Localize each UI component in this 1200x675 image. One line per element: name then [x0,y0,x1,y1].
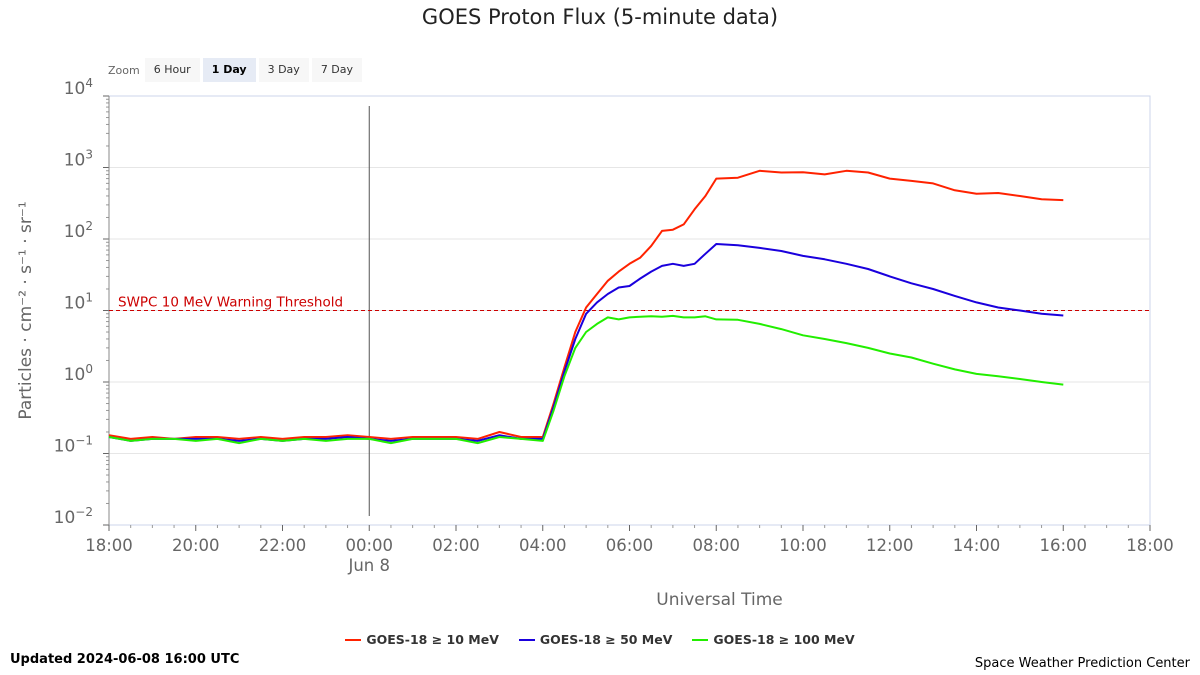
x-tick-label: 18:00 [85,536,133,555]
proton-flux-chart: 104 103 102 101 100 10−1 10−2 18:00 20:00 22:00 00… [16,76,1174,610]
warning-threshold-label: SWPC 10 MeV Warning Threshold [118,295,343,311]
legend-label-50mev: GOES-18 ≥ 50 MeV [539,632,673,647]
legend-label-10mev: GOES-18 ≥ 10 MeV [366,632,499,647]
legend-item-10mev[interactable]: GOES-18 ≥ 10 MeV [345,632,499,647]
x-tick-label: 08:00 [692,536,740,555]
y-tick-label: 104 [64,76,93,99]
zoom-bar: Zoom 6 Hour 1 Day 3 Day 7 Day [108,58,365,82]
zoom-label: Zoom [108,63,140,77]
x-tick-label: 16:00 [1039,536,1087,555]
y-tick-label: 102 [64,219,93,242]
y-tick-label: 101 [64,291,93,314]
x-tick-label: 10:00 [779,536,827,555]
date-label: Jun 8 [347,556,390,575]
y-tick-label: 100 [64,362,93,385]
credits-link[interactable]: Space Weather Prediction Center [974,656,1190,671]
legend-label-100mev: GOES-18 ≥ 100 MeV [713,632,855,647]
series-line-0 [108,169,1064,440]
zoom-6-hour-button[interactable]: 6 Hour [144,58,200,82]
x-tick-label: 14:00 [953,536,1001,555]
x-tick-label: 20:00 [172,536,220,555]
x-tick-label: 00:00 [345,536,393,555]
chart-title: GOES Proton Flux (5-minute data) [421,5,779,29]
y-axis-title: Particles · cm⁻² · s⁻¹ · sr⁻¹ [16,201,36,419]
zoom-1-day-button[interactable]: 1 Day [202,58,256,82]
series-line-1 [108,243,1064,442]
updated-timestamp: Updated 2024-06-08 16:00 UTC [10,652,240,667]
legend-swatch-50mev [518,638,535,641]
series-line-2 [108,314,1064,445]
x-axis-title: Universal Time [656,590,782,610]
x-tick-label: 18:00 [1126,536,1174,555]
zoom-3-day-button[interactable]: 3 Day [258,58,309,82]
x-tick-label: 04:00 [519,536,567,555]
zoom-7-day-button[interactable]: 7 Day [311,58,363,82]
legend: GOES-18 ≥ 10 MeV GOES-18 ≥ 50 MeV GOES-1… [0,632,1200,647]
x-tick-label: 22:00 [259,536,307,555]
y-tick-label: 10−1 [54,434,93,457]
legend-item-50mev[interactable]: GOES-18 ≥ 50 MeV [518,632,673,647]
legend-swatch-100mev [692,638,709,641]
x-tick-label: 12:00 [866,536,914,555]
legend-item-100mev[interactable]: GOES-18 ≥ 100 MeV [692,632,855,647]
y-tick-label: 10−2 [54,505,93,528]
legend-swatch-10mev [345,638,362,641]
x-tick-label: 02:00 [432,536,480,555]
x-tick-label: 06:00 [606,536,654,555]
y-tick-label: 103 [64,148,93,171]
